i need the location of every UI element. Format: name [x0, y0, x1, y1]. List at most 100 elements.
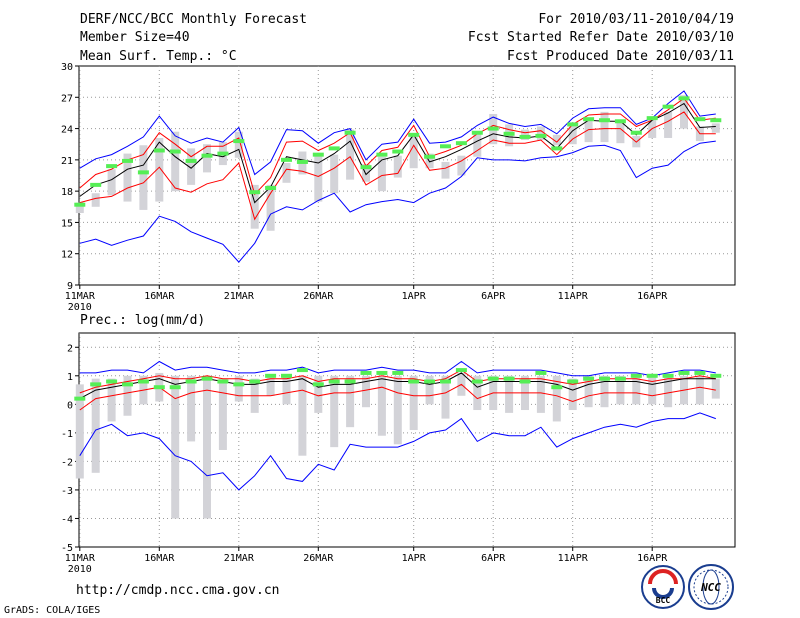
y-tick-label: 9 — [67, 281, 73, 292]
ensemble-range-bar — [346, 375, 355, 428]
ensemble-range-bar — [266, 184, 275, 231]
observation-marker — [312, 152, 324, 157]
ensemble-range-bar — [521, 129, 529, 141]
ncc-logo-text: NCC — [700, 581, 721, 594]
ensemble-range-bar — [362, 164, 370, 182]
ensemble-range-bar — [393, 155, 402, 178]
observation-marker — [328, 379, 340, 384]
ensemble-range-bar — [266, 375, 275, 396]
observation-marker — [583, 117, 595, 122]
observation-marker — [551, 385, 563, 390]
observation-marker — [296, 159, 308, 164]
ensemble-range-bar — [330, 154, 339, 194]
ncc-logo-globe — [693, 569, 729, 605]
observation-marker — [249, 190, 261, 195]
y-tick-label: 24 — [61, 125, 73, 136]
observation-marker — [503, 376, 515, 381]
x-tick-label: 26MAR — [303, 553, 334, 564]
observation-marker — [296, 368, 308, 373]
ensemble-range-bar — [203, 375, 211, 519]
observation-marker — [710, 118, 722, 123]
observation-marker — [662, 104, 674, 109]
ensemble-range-bar — [600, 375, 609, 408]
ensemble-range-bar — [616, 120, 625, 144]
series-line-max — [79, 360, 716, 377]
y-tick-label: -4 — [61, 514, 73, 525]
x-tick-label: 26MAR — [303, 291, 334, 302]
observation-marker — [153, 385, 165, 390]
bcc-logo-swirl-red — [648, 569, 678, 585]
observation-marker — [630, 373, 642, 378]
ensemble-range-bar — [473, 133, 482, 157]
observation-marker — [344, 379, 356, 384]
y-tick-label: 18 — [61, 187, 73, 198]
observation-marker — [408, 379, 420, 384]
observation-marker — [169, 385, 181, 390]
ensemble-range-bar — [123, 375, 132, 416]
x-tick-label: 16APR — [637, 553, 668, 564]
footer-grads-credit: GrADS: COLA/IGES — [4, 605, 100, 616]
observation-marker — [392, 149, 404, 154]
observation-marker — [519, 379, 531, 384]
ensemble-range-bar — [362, 375, 370, 408]
observation-marker — [233, 139, 245, 144]
ensemble-range-bar — [711, 123, 720, 133]
observation-marker — [455, 141, 467, 146]
bcc-logo-text: BCC — [656, 596, 671, 605]
ensemble-range-bar — [314, 153, 323, 202]
ensemble-range-bar — [155, 137, 164, 202]
observation-marker — [74, 202, 86, 207]
y-tick-label: 15 — [61, 218, 73, 229]
observation-marker — [281, 157, 292, 162]
observation-marker — [519, 134, 531, 139]
plot-frame — [78, 65, 736, 286]
observation-marker — [567, 122, 579, 127]
y-tick-label: -3 — [61, 486, 73, 497]
y-tick-label: -2 — [61, 457, 73, 468]
ensemble-range-bar — [568, 378, 577, 411]
ensemble-range-bar — [314, 375, 323, 413]
ensemble-range-bar — [377, 375, 386, 436]
header-produced-date: Fcst Produced Date 2010/03/11 — [507, 49, 734, 64]
observation-marker — [614, 376, 626, 381]
observation-marker — [90, 182, 102, 187]
ensemble-range-bar — [457, 155, 466, 176]
observation-marker — [137, 170, 149, 175]
ensemble-range-bar — [187, 148, 196, 185]
series-line-max — [79, 90, 716, 176]
footer-url[interactable]: http://cmdp.ncc.cma.gov.cn — [76, 583, 280, 598]
header-variable: Mean Surf. Temp.: °C — [80, 49, 237, 64]
observation-marker — [599, 376, 610, 381]
x-tick-label: 21MAR — [224, 291, 255, 302]
observation-marker — [487, 126, 499, 131]
observation-marker — [233, 382, 245, 387]
x-tick-label: 11MAR — [65, 291, 96, 302]
ensemble-range-bar — [187, 375, 196, 442]
ensemble-range-bar — [250, 184, 259, 229]
ensemble-range-bar — [568, 124, 577, 145]
header-title: DERF/NCC/BCC Monthly Forecast — [80, 12, 307, 27]
observation-marker — [535, 370, 547, 375]
y-tick-label: 2 — [67, 343, 73, 354]
observation-marker — [678, 370, 690, 375]
ensemble-range-bar — [377, 156, 386, 192]
observation-marker — [376, 152, 388, 157]
observation-marker — [217, 379, 229, 384]
y-tick-label: 0 — [67, 400, 73, 411]
observation-marker — [710, 373, 722, 378]
observation-marker — [122, 382, 133, 387]
y-tick-label: 1 — [67, 372, 73, 383]
series-line-min — [79, 412, 716, 491]
ncc-logo: NCC — [688, 564, 734, 610]
observation-marker — [217, 151, 229, 156]
observation-marker — [694, 370, 706, 375]
x-tick-label: 11APR — [558, 291, 589, 302]
series-line-min — [79, 140, 716, 263]
ncc-logo-meridian — [702, 569, 720, 605]
ensemble-range-bar — [600, 111, 609, 143]
observation-marker — [614, 119, 626, 124]
observation-marker — [122, 158, 133, 163]
observation-marker — [185, 379, 197, 384]
x-tick-label: 6APR — [481, 553, 506, 564]
